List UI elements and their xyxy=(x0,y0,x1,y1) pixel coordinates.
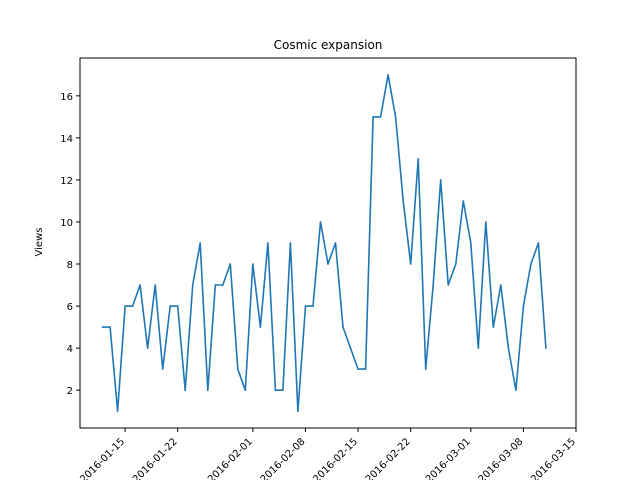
data-point xyxy=(274,389,277,391)
data-point xyxy=(304,305,307,307)
data-point xyxy=(447,284,450,286)
data-point xyxy=(485,221,487,223)
data-point xyxy=(537,242,540,244)
data-point xyxy=(191,284,194,286)
data-point xyxy=(515,389,517,391)
y-tick-label: 14 xyxy=(60,134,73,145)
data-point xyxy=(146,347,149,349)
data-point xyxy=(364,368,367,370)
data-point xyxy=(469,242,472,244)
y-tick-label: 8 xyxy=(67,260,73,271)
data-point xyxy=(109,326,111,328)
data-point xyxy=(282,389,284,391)
data-point xyxy=(244,389,247,391)
data-point xyxy=(237,368,239,370)
data-point xyxy=(319,221,322,223)
data-point xyxy=(357,368,359,370)
data-point xyxy=(169,305,171,307)
data-point xyxy=(289,242,292,244)
data-point xyxy=(184,389,187,391)
data-point xyxy=(124,305,126,307)
data-point xyxy=(432,284,435,286)
data-point xyxy=(530,263,532,265)
data-point xyxy=(545,347,547,349)
data-point xyxy=(327,263,329,265)
data-point xyxy=(154,284,156,286)
data-point xyxy=(131,305,134,307)
data-point xyxy=(101,326,104,328)
data-point xyxy=(454,263,457,265)
y-tick-label: 12 xyxy=(60,176,73,187)
data-point xyxy=(342,326,344,328)
data-point xyxy=(312,305,314,307)
data-point xyxy=(229,263,232,265)
y-tick-label: 6 xyxy=(67,302,73,313)
data-point xyxy=(462,200,465,202)
y-tick-label: 10 xyxy=(60,218,73,229)
data-point xyxy=(402,200,404,202)
plot-frame xyxy=(79,57,577,429)
data-point xyxy=(379,116,382,118)
y-tick-label: 4 xyxy=(67,344,73,355)
data-point xyxy=(267,242,269,244)
data-point xyxy=(259,326,262,328)
y-tick-label: 2 xyxy=(67,386,73,397)
data-point xyxy=(214,284,217,286)
data-point xyxy=(116,410,119,412)
data-point xyxy=(387,74,389,76)
data-point xyxy=(417,158,419,160)
data-point xyxy=(139,284,141,286)
data-point xyxy=(349,347,352,349)
chart-title: Cosmic expansion xyxy=(274,38,383,52)
data-point xyxy=(297,410,299,412)
y-tick-label: 16 xyxy=(60,92,73,103)
data-point xyxy=(372,116,374,118)
data-point xyxy=(439,179,442,181)
data-point xyxy=(334,242,337,244)
data-point xyxy=(500,284,502,286)
data-point xyxy=(394,116,397,118)
data-point xyxy=(252,263,254,265)
data-point xyxy=(477,347,480,349)
data-point xyxy=(221,284,224,286)
series-line xyxy=(102,74,547,413)
data-point xyxy=(424,368,427,370)
y-axis-label: Views xyxy=(34,228,45,257)
data-point xyxy=(522,305,525,307)
data-point xyxy=(199,242,202,244)
data-point xyxy=(206,389,209,391)
data-point xyxy=(507,347,510,349)
data-point xyxy=(409,263,412,265)
data-point xyxy=(161,368,164,370)
data-point xyxy=(492,326,495,328)
data-point xyxy=(176,305,179,307)
